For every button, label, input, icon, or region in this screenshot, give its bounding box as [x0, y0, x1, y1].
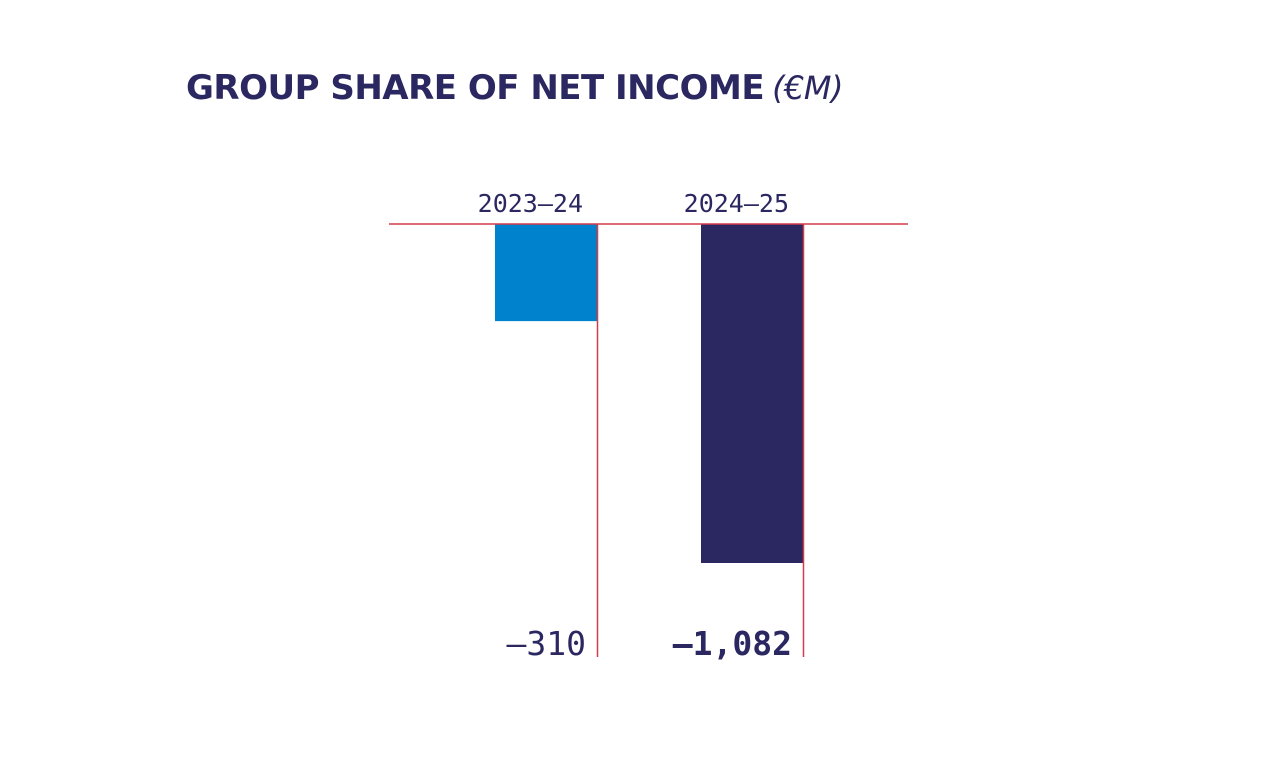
chart-title: GROUP SHARE OF NET INCOME (€M)	[186, 68, 843, 108]
chart-unit: (€M)	[772, 69, 843, 107]
category-label: 2023–24	[478, 189, 583, 218]
data-label: –1,082	[673, 624, 792, 663]
bar-2023–24	[495, 224, 597, 322]
data-label: –310	[507, 624, 586, 663]
category-label: 2024–25	[684, 189, 789, 218]
chart-title-text: GROUP SHARE OF NET INCOME	[186, 68, 765, 108]
bar-2024–25	[701, 224, 803, 563]
